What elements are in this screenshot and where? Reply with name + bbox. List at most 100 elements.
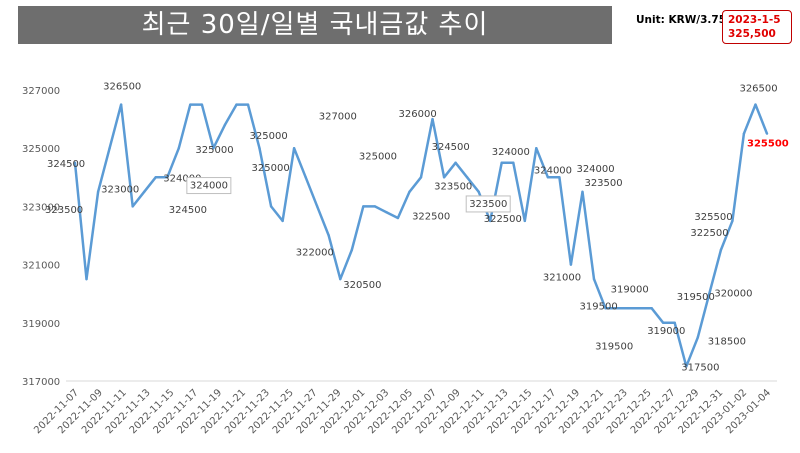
data-point — [327, 234, 330, 237]
data-label: 325500 — [747, 139, 789, 150]
data-point — [316, 205, 319, 208]
data-point — [454, 161, 457, 164]
data-point — [765, 132, 769, 135]
data-point — [131, 205, 134, 208]
data-label: 321000 — [543, 273, 581, 284]
data-point — [535, 147, 538, 150]
data-point — [350, 248, 353, 252]
data-point — [166, 176, 169, 179]
data-point — [396, 216, 400, 220]
data-point — [685, 365, 688, 368]
data-label: 325000 — [195, 145, 233, 156]
data-point — [719, 248, 723, 252]
data-label: 325000 — [359, 151, 397, 162]
data-label: 323500 — [469, 199, 507, 210]
y-tick-label: 319000 — [22, 319, 60, 330]
data-point — [177, 147, 180, 150]
data-label: 324000 — [163, 173, 201, 184]
highlight-date: 2023-1-5 — [728, 14, 781, 26]
data-point — [546, 176, 550, 179]
data-point — [143, 190, 146, 194]
data-point — [154, 176, 157, 179]
data-point — [223, 123, 227, 127]
data-point — [246, 103, 250, 106]
data-point — [304, 176, 307, 179]
data-point — [339, 277, 342, 281]
data-point — [500, 161, 503, 164]
data-label: 323500 — [45, 205, 83, 216]
chart-title: 최근 30일/일별 국내금값 추이 — [18, 6, 612, 44]
y-tick-label: 325000 — [22, 144, 60, 155]
data-label: 317500 — [681, 362, 719, 373]
data-point — [385, 211, 388, 214]
data-point — [742, 132, 746, 135]
data-label: 323000 — [101, 185, 139, 196]
data-label: 326000 — [399, 109, 437, 120]
data-point — [627, 307, 630, 310]
data-point — [85, 277, 88, 281]
data-point — [419, 176, 423, 179]
data-label: 319000 — [611, 284, 649, 295]
data-point — [189, 103, 192, 106]
data-label: 322500 — [690, 228, 728, 239]
data-point — [754, 103, 757, 106]
data-point — [269, 205, 273, 208]
y-tick-label: 323000 — [22, 202, 60, 213]
data-point — [119, 103, 123, 106]
data-label: 325000 — [252, 163, 290, 174]
data-label: 319500 — [595, 341, 633, 352]
data-label: 326500 — [739, 84, 777, 95]
data-point — [477, 190, 480, 194]
highlight-value: 325,500 — [728, 28, 776, 40]
data-label: 323500 — [584, 178, 622, 189]
data-label: 322500 — [412, 211, 450, 222]
data-label: 324500 — [432, 142, 470, 153]
data-label: 326500 — [103, 82, 141, 93]
data-label: 323500 — [434, 181, 472, 192]
data-label: 324500 — [169, 205, 207, 216]
data-point — [558, 176, 561, 179]
data-point — [281, 219, 284, 223]
data-label: 324500 — [47, 159, 85, 170]
data-label: 319500 — [677, 292, 715, 303]
data-point — [235, 103, 238, 106]
data-label: 318500 — [708, 336, 746, 347]
data-point — [465, 176, 469, 179]
data-point — [362, 205, 365, 208]
data-point — [708, 292, 711, 295]
data-label: 322000 — [296, 248, 334, 259]
data-point — [258, 147, 261, 150]
data-point — [638, 307, 642, 310]
data-point — [662, 321, 665, 324]
y-tick-label: 317000 — [22, 377, 60, 388]
data-point — [615, 307, 619, 310]
data-label: 324000 — [534, 165, 572, 176]
data-point — [581, 190, 584, 194]
data-point — [489, 219, 492, 223]
data-point — [569, 263, 573, 266]
data-point — [673, 321, 676, 324]
data-point — [696, 336, 699, 339]
data-label: 327000 — [319, 112, 357, 123]
data-point — [650, 307, 653, 310]
data-point — [292, 147, 296, 150]
data-label-box — [186, 177, 232, 195]
data-point — [96, 190, 100, 194]
data-label: 325500 — [694, 212, 732, 223]
data-point — [212, 147, 215, 150]
data-point — [731, 219, 734, 223]
data-point — [523, 219, 526, 223]
data-point — [373, 205, 377, 208]
data-label: 324000 — [492, 147, 530, 158]
data-point — [73, 161, 77, 164]
data-label: 325000 — [250, 131, 288, 142]
data-point — [512, 161, 515, 164]
data-point — [200, 103, 204, 106]
y-tick-label: 321000 — [22, 261, 60, 272]
data-label: 320500 — [343, 280, 381, 291]
data-label-box — [465, 195, 511, 213]
data-point — [442, 176, 446, 179]
highlight-box: 2023-1-5 325,500 — [722, 10, 792, 44]
data-point — [408, 190, 411, 194]
unit-label: Unit: KRW/3.75g — [636, 14, 734, 26]
